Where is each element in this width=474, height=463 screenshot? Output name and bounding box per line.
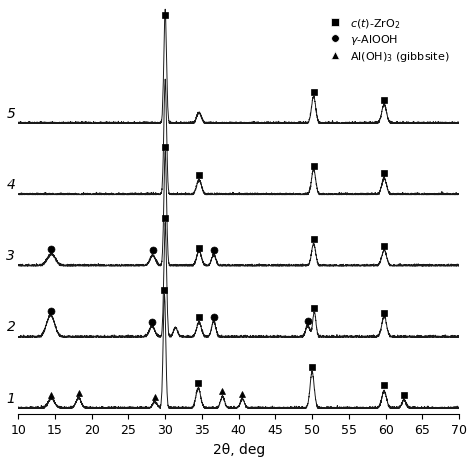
X-axis label: 2θ, deg: 2θ, deg [212, 442, 265, 456]
Text: 5: 5 [7, 106, 15, 120]
Text: 1: 1 [7, 391, 15, 405]
Legend: $c$($t$)-ZrO$_2$, $\gamma$-AlOOH, Al(OH)$_3$ (gibbsite): $c$($t$)-ZrO$_2$, $\gamma$-AlOOH, Al(OH)… [319, 13, 454, 69]
Text: 4: 4 [7, 177, 15, 192]
Text: 2: 2 [7, 319, 15, 334]
Text: 3: 3 [7, 249, 15, 263]
